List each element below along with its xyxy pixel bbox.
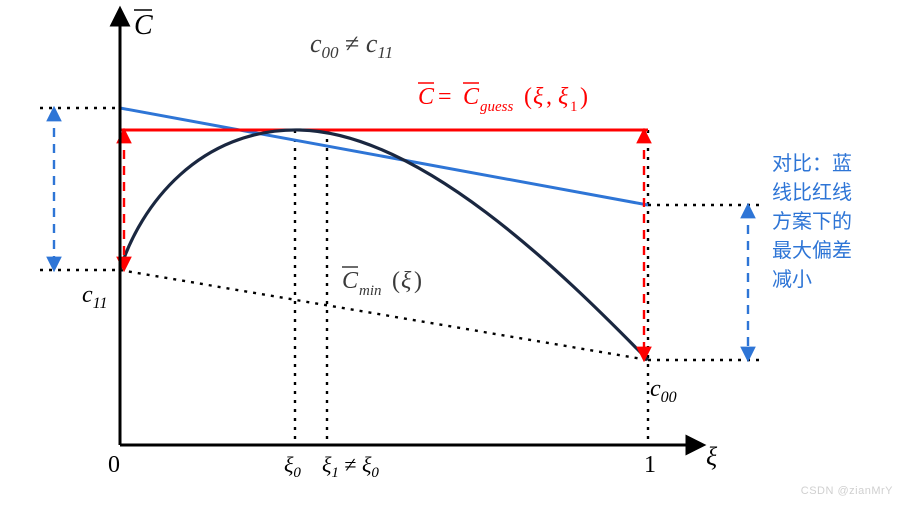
- svg-text:min: min: [359, 283, 382, 299]
- svg-text:C: C: [463, 84, 480, 110]
- chart-canvas: C ξ 0 1 ξ0 ξ1 ≠ ξ0 c00 ≠ c11 C = C guess…: [0, 0, 901, 505]
- tick-one: 1: [644, 452, 656, 478]
- svg-text:): ): [580, 84, 588, 110]
- svg-text:(: (: [392, 268, 400, 294]
- svg-text:(: (: [524, 84, 532, 110]
- svg-text:ξ: ξ: [558, 84, 569, 110]
- svg-text:): ): [414, 268, 422, 294]
- svg-text:=: =: [438, 84, 452, 110]
- svg-text:ξ: ξ: [401, 268, 412, 294]
- cmin-curve: [120, 130, 648, 360]
- top-inequality-label: c00 ≠ c11: [310, 29, 393, 62]
- tick-xi1: ξ1 ≠ ξ0: [322, 452, 379, 481]
- svg-text:1: 1: [570, 99, 578, 115]
- cmin-label: C min ( ξ ): [342, 267, 422, 299]
- side-note: 对比：蓝 线比红线 方案下的 最大偏差 减小: [772, 152, 858, 291]
- tick-xi0: ξ0: [284, 452, 301, 481]
- c11-label: c11: [82, 282, 107, 312]
- svg-text:guess: guess: [480, 99, 513, 115]
- blue-tangent-line: [120, 108, 648, 205]
- svg-text:ξ: ξ: [533, 84, 544, 110]
- x-axis-label: ξ: [706, 442, 718, 471]
- y-axis-label: C: [134, 10, 153, 41]
- tick-zero: 0: [108, 452, 120, 478]
- watermark: CSDN @zianMrY: [801, 485, 893, 497]
- svg-text:C: C: [418, 84, 435, 110]
- cbar-guess-label: C = C guess ( ξ , ξ 1 ): [418, 83, 588, 115]
- c00-label: c00: [650, 376, 677, 406]
- svg-text:,: ,: [546, 84, 552, 110]
- svg-text:C: C: [342, 268, 359, 294]
